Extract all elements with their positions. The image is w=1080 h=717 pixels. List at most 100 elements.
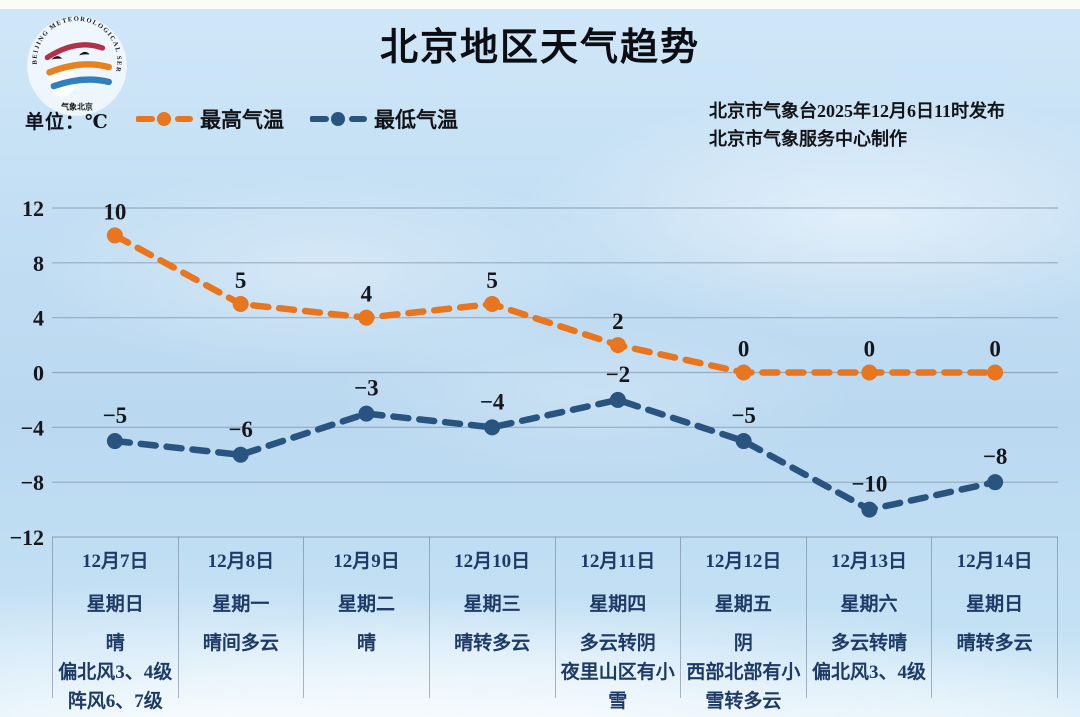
forecast-condition-line: 西部北部有小雪转多云: [686, 662, 801, 712]
forecast-date: 12月9日: [333, 551, 400, 572]
forecast-conditions: 阴西部北部有小雪转多云: [684, 629, 803, 716]
forecast-date: 12月13日: [831, 551, 908, 572]
page-title: 北京地区天气趋势: [379, 27, 700, 69]
forecast-condition-line: 多云转晴: [831, 633, 908, 654]
forecast-weekday: 星期六: [840, 594, 898, 615]
logo-orange-swoosh: [46, 61, 112, 76]
forecast-condition-line: 夜里山区有小雪: [560, 662, 675, 712]
low-temp-point-12月14日: [987, 474, 1004, 491]
high-temp-point-12月9日: [358, 309, 375, 326]
high-temp-value-label: 0: [738, 337, 750, 362]
forecast-conditions: 晴间多云: [182, 629, 301, 658]
forecast-cell-12月12日: 12月12日 星期五阴西部北部有小雪转多云: [680, 537, 806, 712]
high-temp-point-12月7日: [106, 227, 123, 244]
forecast-condition-line: 晴转多云: [454, 633, 531, 654]
forecast-conditions: 晴: [307, 629, 426, 658]
legend-item-high-temp: 最高气温: [136, 104, 284, 134]
forecast-weekday: 星期四: [589, 594, 647, 615]
high-temp-point-12月11日: [609, 337, 626, 354]
low-temp-line: [111, 396, 999, 513]
forecast-date: 12月8日: [207, 551, 275, 572]
forecast-date: 12月12日: [705, 551, 782, 572]
low-temp-point-12月8日: [232, 446, 249, 463]
forecast-weekday: 星期日: [966, 594, 1024, 615]
high-temp-value-label: 4: [361, 282, 373, 307]
y-axis-tick-label: −4: [20, 415, 44, 440]
high-temp-value-label: 10: [103, 199, 126, 224]
forecast-weekday: 星期日: [86, 594, 144, 615]
forecast-weekday: 星期五: [714, 594, 772, 615]
forecast-weekday: 星期一: [212, 594, 270, 615]
forecast-condition-line: 偏北风3、4级: [58, 662, 173, 683]
y-axis-tick-label: 8: [33, 251, 44, 276]
forecast-cell-12月7日: 12月7日星期日晴偏北风3、4级 阵风6、7级: [52, 537, 178, 712]
low-temp-value-label: −5: [103, 403, 128, 428]
high-temp-value-label: 0: [864, 337, 876, 362]
forecast-conditions: 多云转阴夜里山区有小雪: [559, 629, 678, 716]
forecast-cell-12月13日: 12月13日 星期六多云转晴 偏北风3、4级: [805, 537, 932, 698]
low-temp-value-label: −3: [354, 376, 379, 401]
low-temp-point-12月10日: [484, 419, 501, 436]
forecast-condition-line: 阴: [733, 633, 753, 654]
logo-bird-icon: [79, 51, 90, 56]
issue-info: 北京市气象台2025年12月6日11时发布 北京市气象服务中心制作: [709, 97, 1069, 153]
forecast-date: 12月10日: [454, 551, 531, 572]
issue-line-2: 北京市气象服务中心制作: [709, 129, 907, 149]
low-temp-value-label: −6: [228, 417, 253, 442]
chart-legend: 最高气温 最低气温: [136, 104, 458, 134]
y-axis-tick-label: −8: [20, 470, 44, 495]
low-temp-line-swatch-icon: [310, 112, 367, 126]
legend-label-high: 最高气温: [200, 108, 284, 132]
forecast-condition-line: 晴: [105, 633, 125, 654]
logo-bird-icon: [51, 56, 63, 60]
y-axis-tick-label: 4: [33, 306, 44, 331]
y-axis-tick-label: 0: [33, 361, 44, 386]
high-temp-point-12月8日: [232, 295, 249, 312]
forecast-condition-line: 多云转阴: [579, 633, 656, 654]
forecast-condition-line: 晴间多云: [202, 633, 279, 654]
high-temp-value-label: 0: [989, 337, 1001, 362]
logo-red-swoosh: [44, 42, 106, 61]
legend-item-low-temp: 最低气温: [310, 104, 458, 134]
high-temp-line-swatch-icon: [136, 112, 193, 126]
high-temp-point-12月10日: [484, 295, 501, 312]
forecast-weekday: 星期三: [463, 594, 521, 615]
high-temp-point-12月13日: [861, 364, 878, 381]
forecast-condition-line: 晴: [357, 633, 377, 654]
forecast-weekday: 星期二: [338, 594, 396, 615]
forecast-cell-12月11日: 12月11日 星期四多云转阴夜里山区有小雪: [554, 537, 681, 712]
high-temp-point-12月14日: [987, 364, 1004, 381]
forecast-cell-12月8日: 12月8日星期一晴间多云: [177, 537, 304, 698]
high-temp-value-label: 5: [235, 268, 247, 293]
forecast-condition-line: 阵风6、7级: [67, 691, 163, 712]
forecast-date: 12月7日: [82, 551, 149, 572]
forecast-cell-12月10日: 12月10日 星期三晴转多云: [428, 537, 555, 698]
y-axis-tick-label: 12: [22, 196, 44, 221]
issue-line-1: 北京市气象台2025年12月6日11时发布: [709, 101, 1006, 121]
top-white-strip: [0, 0, 1080, 9]
forecast-cell-12月14日: 12月14日 星期日晴转多云: [931, 537, 1057, 698]
low-temp-point-12月13日: [861, 501, 878, 518]
legend-label-low: 最低气温: [374, 108, 458, 132]
low-temp-value-label: −4: [480, 389, 505, 414]
forecast-date: 12月11日: [580, 551, 656, 572]
forecast-conditions: 多云转晴 偏北风3、4级: [810, 629, 929, 687]
low-temp-point-12月12日: [735, 433, 752, 450]
low-temp-point-12月11日: [609, 391, 626, 408]
low-temp-value-label: −10: [851, 472, 887, 497]
high-temp-point-12月12日: [735, 364, 752, 381]
forecast-conditions: 晴转多云: [433, 629, 552, 658]
unit-label: 单位：℃: [25, 112, 109, 133]
low-temp-value-label: −5: [731, 403, 756, 428]
forecast-date: 12月14日: [956, 551, 1033, 572]
low-temp-value-label: −8: [983, 444, 1008, 469]
low-temp-value-label: −2: [606, 362, 631, 387]
forecast-conditions: 晴转多云: [935, 629, 1054, 658]
y-axis-tick-label: −12: [9, 525, 44, 550]
high-temp-value-label: 5: [486, 268, 498, 293]
logo-blue-swoosh: [50, 76, 112, 90]
high-temp-value-label: 2: [612, 309, 624, 334]
forecast-conditions: 晴偏北风3、4级 阵风6、7级: [56, 629, 175, 716]
forecast-condition-line: 晴转多云: [956, 633, 1033, 654]
